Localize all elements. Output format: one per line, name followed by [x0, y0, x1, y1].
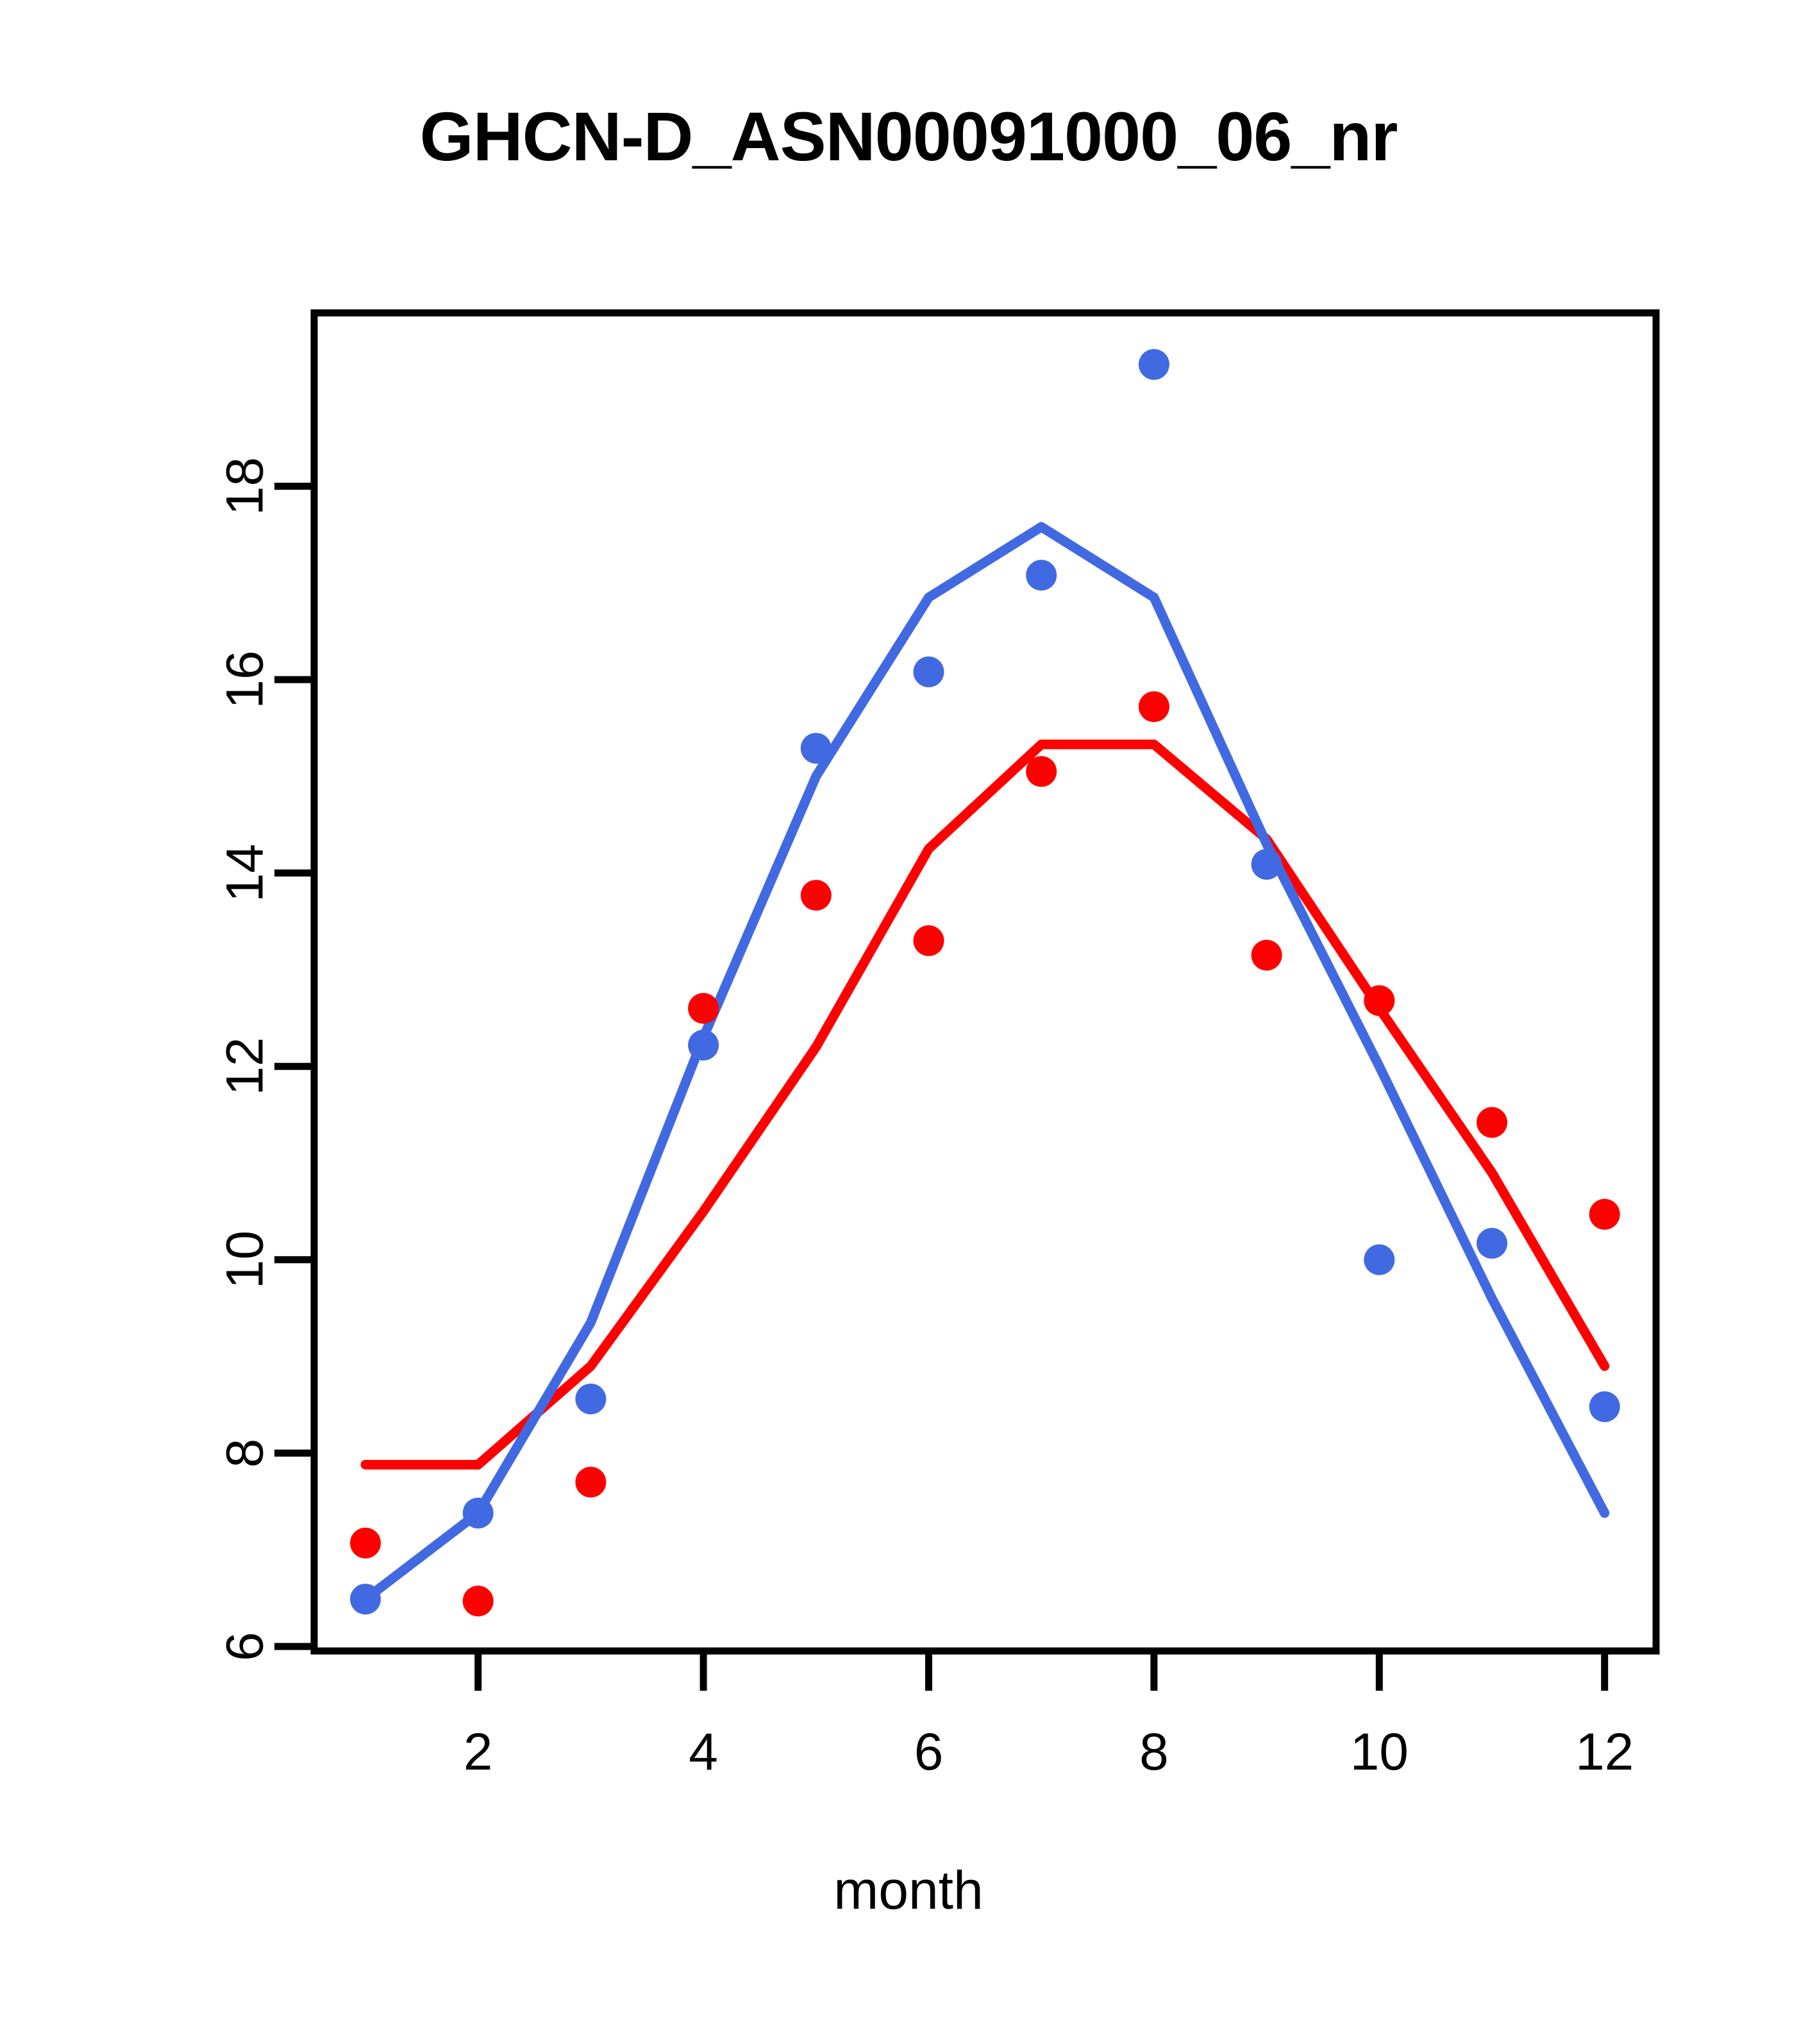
data-point	[688, 1030, 719, 1061]
x-tick-label: 10	[1350, 1723, 1409, 1781]
x-tick-label: 6	[914, 1723, 944, 1781]
data-point	[1477, 1228, 1507, 1259]
data-point	[913, 925, 944, 957]
data-point	[1589, 1391, 1620, 1423]
data-point	[1477, 1107, 1507, 1138]
y-tick-label: 18	[216, 457, 274, 515]
x-tick-label: 2	[464, 1723, 493, 1781]
plot-frame	[310, 309, 1660, 1655]
page-title: GHCN-D_ASN00091000_06_nr	[419, 97, 1398, 175]
blue-points	[350, 349, 1620, 1615]
data-point	[1364, 985, 1395, 1016]
data-point	[462, 1497, 494, 1529]
data-point	[1251, 939, 1282, 971]
data-point	[1589, 1198, 1620, 1230]
x-axis-label: month	[833, 1860, 984, 1920]
y-tick-label: 16	[216, 650, 274, 708]
y-axis: 6 8 10 12 14 16 18	[216, 457, 314, 1661]
x-tick-label: 8	[1139, 1723, 1169, 1781]
data-point	[913, 656, 944, 687]
y-tick-label: 14	[216, 844, 274, 902]
data-point	[1364, 1244, 1395, 1275]
y-tick-label: 12	[216, 1037, 274, 1096]
y-tick-label: 8	[216, 1439, 274, 1468]
data-point	[688, 993, 719, 1024]
data-point	[800, 880, 832, 911]
data-point	[350, 1527, 381, 1559]
data-point	[575, 1383, 607, 1414]
series-layer	[350, 349, 1620, 1617]
data-point	[462, 1586, 494, 1617]
red-points	[350, 691, 1620, 1617]
y-tick-label: 10	[216, 1230, 274, 1289]
data-point	[350, 1584, 381, 1615]
x-tick-label: 12	[1575, 1723, 1634, 1781]
blue-line	[360, 522, 1610, 1604]
data-point	[800, 733, 832, 764]
y-tick-label: 6	[216, 1632, 274, 1661]
red-line	[360, 739, 1610, 1470]
data-point	[1026, 756, 1057, 787]
x-axis: 2 4 6 8 10 12	[464, 1651, 1634, 1781]
data-point	[1251, 849, 1282, 880]
data-point	[575, 1466, 607, 1498]
x-tick-label: 4	[689, 1723, 718, 1781]
data-point	[1026, 560, 1057, 591]
data-point	[1138, 349, 1169, 380]
data-point	[1138, 691, 1169, 723]
